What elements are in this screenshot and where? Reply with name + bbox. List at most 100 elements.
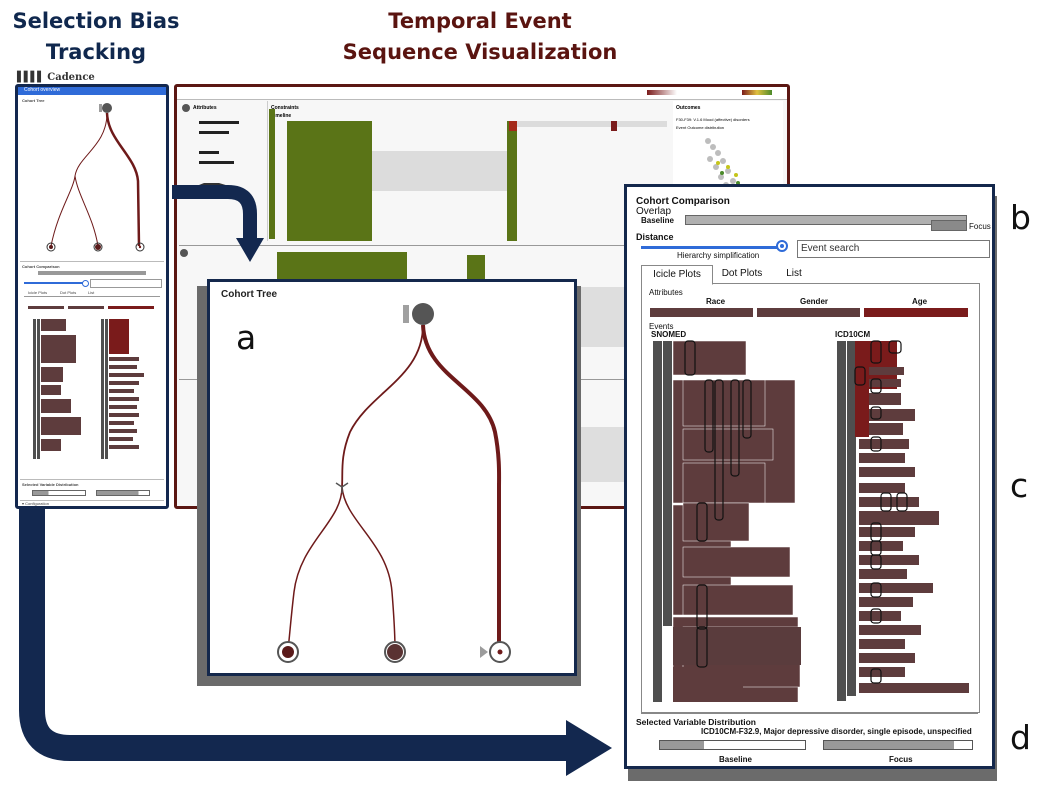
timeline-event-block: [507, 121, 517, 241]
attribute-bar-race[interactable]: [28, 306, 64, 309]
attribute-bar-gender[interactable]: [68, 306, 104, 309]
tree-branch[interactable]: [421, 324, 502, 650]
focus-distribution-bar: [823, 740, 973, 750]
tab-list[interactable]: List: [88, 290, 95, 295]
tree-branch[interactable]: [341, 324, 424, 488]
baseline-distribution-bar: [659, 740, 806, 750]
timeline-area: Constraints Timeline: [269, 101, 669, 241]
timeline-event-block: [277, 252, 407, 282]
overlap-bar-focus[interactable]: [931, 220, 967, 231]
distance-slider[interactable]: [24, 282, 84, 284]
cohort-node-icon: [180, 249, 188, 257]
events-label: Events: [649, 322, 674, 331]
timeline-event-block: [467, 255, 485, 283]
timeline-event-block: [287, 121, 372, 241]
attribute-bar-race[interactable]: [650, 308, 753, 317]
tab-baseline: [641, 283, 979, 284]
attribute-bar: [199, 151, 219, 154]
tab-dot-plots[interactable]: Dot Plots: [60, 290, 77, 295]
outcome-scatter: [705, 138, 740, 188]
selection-bias-heading: Selection Bias Tracking: [8, 6, 184, 68]
heading-line-1: Temporal Event: [388, 9, 572, 33]
tree-root-bar: [403, 305, 409, 323]
heading-line-1: Selection Bias: [12, 9, 180, 33]
app-toolbar: [177, 87, 787, 100]
ontology-snomed-label: SNOMED: [651, 330, 687, 339]
focus-label: Focus: [969, 222, 991, 231]
timeline-bar: [269, 109, 275, 239]
cohort-comparison-label: Cohort Comparison: [22, 264, 60, 269]
baseline-label: Baseline: [641, 216, 674, 225]
attribute-race-label: Race: [706, 297, 726, 306]
tab-dot-plots[interactable]: Dot Plots: [721, 268, 763, 279]
event-search-input[interactable]: Event search: [797, 240, 990, 258]
tab-icicle-plots[interactable]: Icicle Plots: [641, 265, 713, 285]
header-label: Cohort overview: [24, 87, 61, 93]
focus-distribution-label: Focus: [889, 755, 913, 764]
focus-distribution-fill: [824, 741, 955, 749]
configuration-label[interactable]: ▾ Configuration: [22, 501, 49, 506]
attribute-bar: [199, 131, 229, 134]
cohort-node-icon: [182, 104, 190, 112]
tab-list[interactable]: List: [786, 268, 802, 279]
cohort-tree-diagram: [277, 303, 511, 663]
slider-handle[interactable]: [82, 280, 89, 287]
attributes-section-label: Attributes: [193, 105, 217, 111]
section-divider: [20, 261, 164, 262]
selected-variable-name: ICD10CM-F32.9, Major depressive disorder…: [701, 727, 972, 736]
label-c: c: [1010, 466, 1029, 505]
hierarchy-label: Hierarchy simplification: [677, 251, 760, 260]
label-d: d: [1010, 718, 1031, 757]
section-divider: [20, 479, 164, 480]
arrow-head: [236, 238, 264, 262]
hierarchy-slider-track[interactable]: [641, 246, 783, 249]
mini-cohort-tree: [46, 103, 145, 252]
timeline-link: [372, 151, 507, 191]
constraints-label: Constraints: [271, 105, 299, 111]
tab-icicle-plots[interactable]: Icicle Plots: [28, 290, 48, 295]
tree-leaf-fill: [282, 646, 294, 658]
section-divider: [641, 713, 978, 714]
focus-distribution-bar: [96, 490, 150, 496]
timeline-link: [517, 121, 667, 127]
tree-branch[interactable]: [287, 486, 343, 651]
focus-triangle-icon: [480, 646, 488, 658]
attribute-bar: [199, 161, 234, 164]
tree-leaf-fill: [387, 644, 403, 660]
mini-tabs: Icicle Plots Dot Plots List: [24, 289, 160, 297]
cohort-tree-panel: Cohort Tree: [207, 279, 577, 676]
color-legend: [742, 90, 772, 95]
tree-root-node[interactable]: [412, 303, 434, 325]
tree-branch[interactable]: [341, 486, 396, 651]
overlap-bar-baseline[interactable]: [685, 215, 967, 225]
hierarchy-slider-handle[interactable]: [776, 240, 788, 252]
selected-variable-title: Selected Variable Distribution: [636, 717, 756, 727]
icicle-plots: [653, 340, 969, 702]
timeline-label: Timeline: [271, 113, 292, 119]
color-legend: [647, 90, 677, 95]
split-icon: [335, 482, 349, 493]
outcome-description: F30-F39: V.1.6 Mood (affective) disorder…: [676, 117, 750, 122]
attributes-label: Attributes: [649, 288, 683, 297]
icicle-block[interactable]: [673, 667, 743, 702]
attribute-bar: [199, 121, 239, 124]
selected-variable-label: Selected Variable Distribution: [22, 482, 79, 487]
attribute-bar-gender[interactable]: [757, 308, 860, 317]
cadence-logo: ▌▌▌▌ Cadence: [17, 72, 95, 83]
attribute-gender-label: Gender: [800, 297, 829, 306]
baseline-distribution-fill: [660, 741, 704, 749]
section-divider: [20, 500, 164, 501]
cohort-comparison-title: Cohort Comparison: [636, 196, 730, 207]
attribute-bar-age[interactable]: [864, 308, 968, 317]
baseline-distribution-bar: [32, 490, 86, 496]
arrow-head: [566, 720, 612, 776]
outcomes-label: Outcomes: [676, 105, 701, 111]
icicle-content: Attributes Race Gender Age Events SNOMED…: [641, 283, 980, 713]
attribute-bar-age[interactable]: [108, 306, 154, 309]
cohort-tree-label: Cohort Tree: [22, 98, 45, 103]
timeline-marker: [509, 121, 517, 131]
icicle-block[interactable]: [673, 627, 801, 665]
overlap-bar[interactable]: [38, 271, 146, 275]
mini-event-search[interactable]: [90, 279, 162, 288]
baseline-distribution-label: Baseline: [719, 755, 752, 764]
